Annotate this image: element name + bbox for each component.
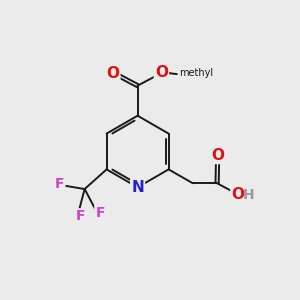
Text: F: F <box>55 177 64 191</box>
Text: O: O <box>211 148 224 163</box>
Text: N: N <box>131 180 144 195</box>
Text: O: O <box>155 65 168 80</box>
Text: O: O <box>106 66 119 81</box>
Text: O: O <box>231 187 244 202</box>
Text: F: F <box>75 209 85 223</box>
Text: H: H <box>243 188 255 202</box>
Text: methyl: methyl <box>180 68 214 78</box>
Text: F: F <box>95 206 105 220</box>
